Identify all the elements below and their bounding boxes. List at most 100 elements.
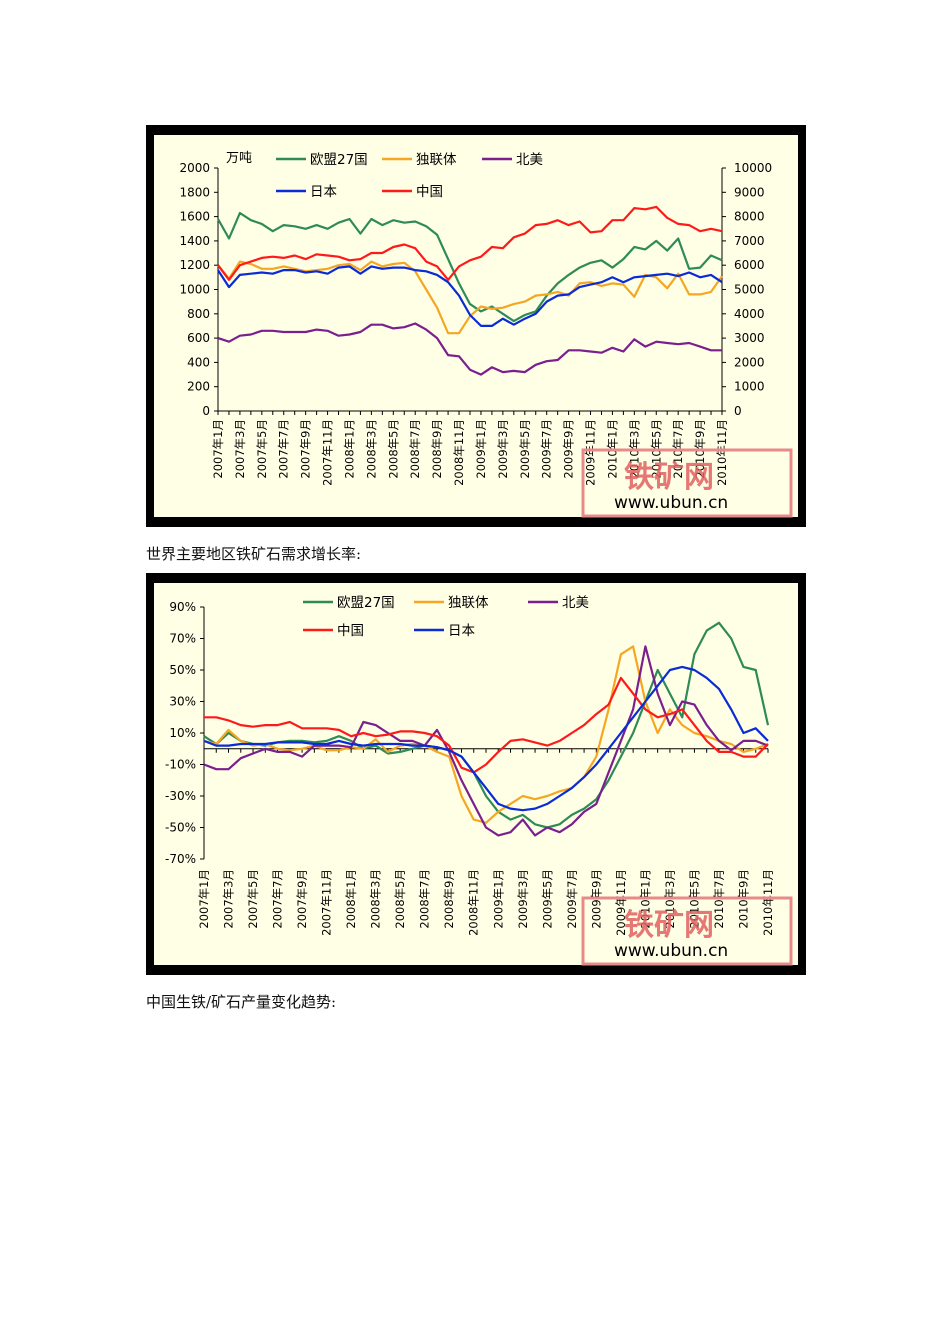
legend-label-north_america: 北美 [516,152,543,168]
x-tick-label: 2008年3月 [369,869,383,929]
demand-chart-svg: 0 200 400 600 800 1000 1200 1400 1600 1800 2000 0 10… [154,135,798,518]
left-tick-label: 70% [169,632,196,646]
x-tick-label: 2009年5月 [540,869,554,929]
china-trend-caption: 中国生铁/矿石产量变化趋势: [146,993,337,1011]
legend-label-eu27: 欧盟27国 [337,595,395,611]
series-line-north_america [217,322,722,376]
plot-area [154,135,798,517]
x-tick-label: 2007年7月 [271,869,285,929]
unit-label: 万吨 [226,151,252,166]
x-tick-label: 2009年1月 [491,869,505,929]
right-tick-label: 2000 [734,355,765,369]
x-tick-label: 2007年1月 [197,869,211,929]
series-line-eu27 [203,621,770,829]
series-line-japan [203,665,769,812]
series-line-china [217,205,723,281]
left-tick-label: 1800 [179,185,210,199]
left-tick-label: 800 [187,307,210,321]
x-tick-label: 2007年9月 [299,419,313,479]
left-tick-label: 30% [169,695,196,709]
x-tick-label: 2007年11月 [321,419,335,486]
series-line-cis [203,645,769,824]
x-tick-label: 2009年1月 [474,419,488,479]
series-line-north_america [203,645,769,837]
right-tick-label: 3000 [734,331,765,345]
x-tick-label: 2009年7月 [565,869,579,929]
x-tick-label: 2009年3月 [516,869,530,929]
right-tick-label: 6000 [734,258,765,272]
x-tick-label: 2010年11月 [761,869,775,936]
series-line-china [204,676,769,774]
left-tick-label: 50% [169,663,196,677]
watermark-url: www.ubun.cn [614,941,728,961]
x-tick-label: 2007年7月 [277,419,291,479]
legend-label-north_america: 北美 [562,595,589,611]
x-tick-label: 2009年9月 [562,419,576,479]
x-tick-label: 2009年3月 [496,419,510,479]
left-tick-label: -30% [165,789,196,803]
x-tick-label: 2008年1月 [344,869,358,929]
right-tick-label: 8000 [734,210,765,224]
growth-chart: -70% -50% -30% -10% 10% 30% 50% 70% 90% 2007年1月 20… [146,573,806,975]
series-line-japan [217,265,723,327]
x-tick-label: 2008年5月 [393,869,407,929]
x-tick-label: 2008年3月 [364,419,378,479]
x-tick-label: 2009年7月 [540,419,554,479]
left-tick-label: 1600 [179,210,210,224]
x-tick-label: 2008年9月 [430,419,444,479]
legend-label-japan: 日本 [310,184,337,200]
watermark-url: www.ubun.cn [614,493,728,513]
x-tick-label: 2007年5月 [246,869,260,929]
legend-label-china: 中国 [416,184,443,200]
right-tick-label: 7000 [734,234,765,248]
left-tick-label: 200 [187,380,210,394]
x-tick-label: 2007年11月 [320,869,334,936]
right-tick-label: 4000 [734,307,765,321]
left-tick-label: 2000 [179,161,210,175]
growth-chart-svg: -70% -50% -30% -10% 10% 30% 50% 70% 90% 2007年1月 20… [154,583,798,966]
left-tick-label: 1200 [179,258,210,272]
x-tick-label: 2007年3月 [233,419,247,479]
left-tick-label: -70% [165,852,196,866]
x-tick-label: 2008年9月 [442,869,456,929]
left-tick-label: 0 [202,404,210,418]
right-tick-label: 5000 [734,283,765,297]
x-tick-label: 2007年5月 [255,419,269,479]
right-tick-label: 9000 [734,185,765,199]
left-tick-label: 1400 [179,234,210,248]
series-line-eu27 [217,211,723,323]
legend-label-cis: 独联体 [448,595,489,611]
watermark-title: 铁矿网 [624,908,714,943]
left-tick-label: -10% [165,758,196,772]
x-tick-label: 2008年7月 [418,869,432,929]
demand-chart: 0 200 400 600 800 1000 1200 1400 1600 1800 2000 0 10… [146,125,806,527]
right-tick-label: 10000 [734,161,772,175]
left-tick-label: 10% [169,726,196,740]
growth-rate-caption: 世界主要地区铁矿石需求增长率: [146,545,362,563]
watermark-title: 铁矿网 [624,460,714,495]
x-tick-label: 2008年11月 [452,419,466,486]
right-tick-label: 0 [734,404,742,418]
left-tick-label: 90% [169,600,196,614]
x-tick-label: 2007年3月 [222,869,236,929]
x-tick-label: 2009年11月 [584,419,598,486]
x-tick-label: 2010年11月 [715,419,729,486]
x-tick-label: 2007年1月 [211,419,225,479]
right-tick-label: 1000 [734,380,765,394]
left-tick-label: 400 [187,355,210,369]
left-tick-label: 1000 [179,283,210,297]
x-tick-label: 2009年11月 [614,869,628,936]
x-tick-label: 2007年9月 [295,869,309,929]
legend-label-eu27: 欧盟27国 [310,152,368,168]
left-tick-label: 600 [187,331,210,345]
x-tick-label: 2008年1月 [342,419,356,479]
legend-label-china: 中国 [337,623,364,639]
legend-label-cis: 独联体 [416,152,457,168]
x-tick-label: 2008年11月 [467,869,481,936]
x-tick-label: 2008年5月 [386,419,400,479]
left-tick-label: -50% [165,821,196,835]
legend-label-japan: 日本 [448,623,475,639]
x-tick-label: 2009年5月 [518,419,532,479]
